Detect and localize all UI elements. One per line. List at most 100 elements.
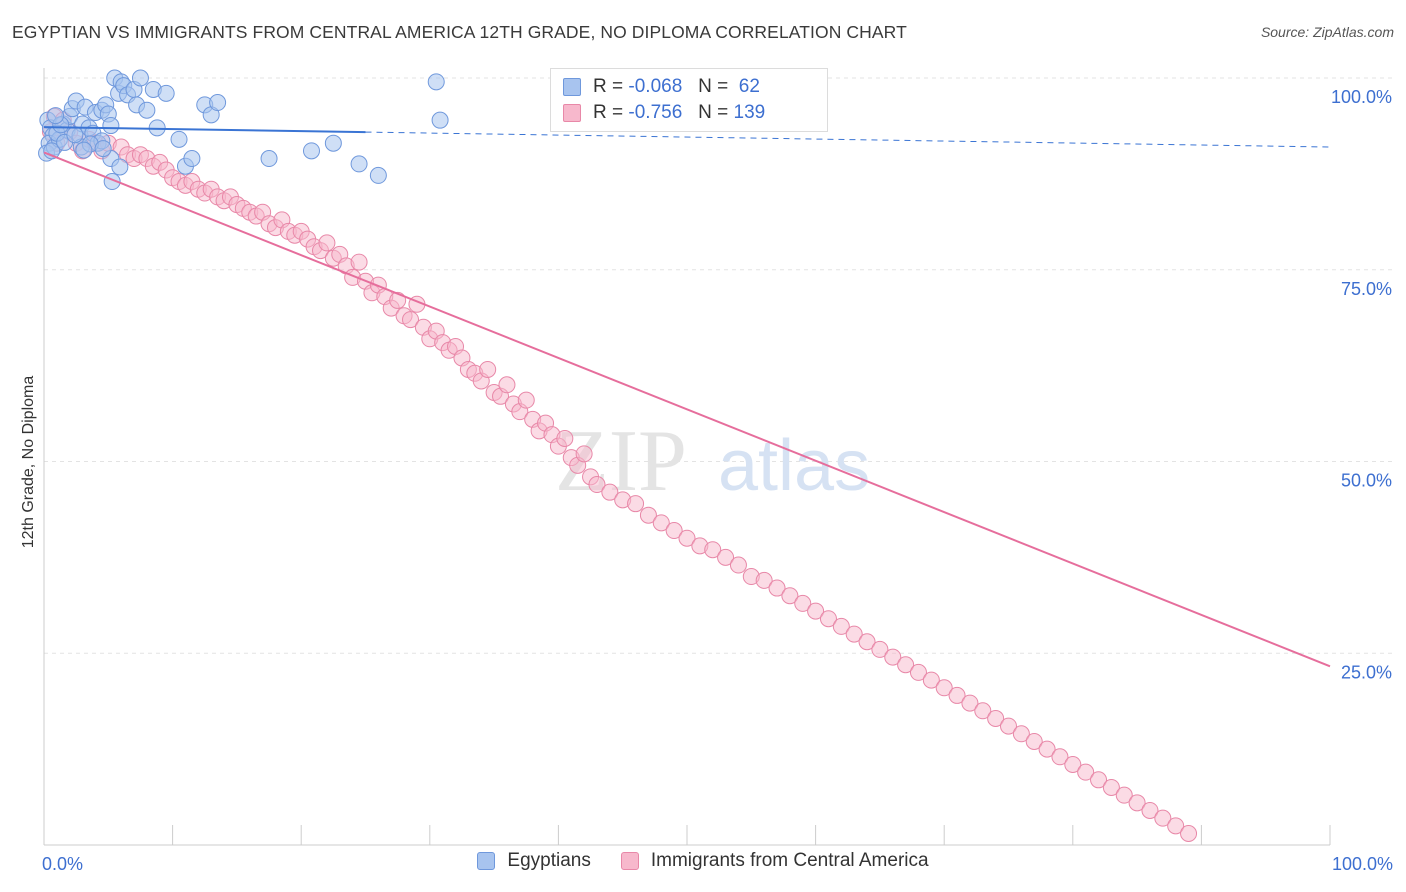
gridlines: [44, 77, 1392, 654]
data-point-central-america: [1141, 801, 1159, 819]
data-point-egyptians: [183, 150, 201, 168]
legend-n-label: N =: [698, 76, 729, 97]
legend-r-label: R =: [593, 76, 624, 97]
data-point-central-america: [402, 311, 420, 329]
data-point-egyptians: [431, 111, 449, 129]
watermark: ZIP atlas: [555, 413, 870, 510]
data-point-central-america: [755, 571, 773, 589]
data-point-central-america: [1102, 778, 1120, 796]
data-point-egyptians: [302, 142, 320, 160]
trend-line-egyptians-extension: [365, 131, 1331, 148]
legend-n-egyptians: 62: [738, 76, 760, 97]
data-point-central-america: [729, 556, 747, 574]
data-point-egyptians: [157, 84, 175, 102]
data-point-central-america: [588, 476, 606, 494]
watermark-atlas: atlas: [718, 426, 870, 506]
data-point-central-america: [704, 541, 722, 559]
data-point-egyptians: [369, 166, 387, 184]
data-point-central-america: [665, 522, 683, 540]
data-point-central-america: [845, 625, 863, 643]
x-tick-label-min: 0.0%: [42, 854, 83, 874]
data-point-egyptians: [350, 155, 368, 173]
y-tick-label: 50.0%: [1341, 471, 1392, 491]
data-point-central-america: [717, 548, 735, 566]
data-point-central-america: [987, 709, 1005, 727]
data-point-central-america: [627, 495, 645, 513]
data-point-central-america: [884, 648, 902, 666]
data-point-central-america: [1115, 786, 1133, 804]
data-point-central-america: [832, 617, 850, 635]
data-point-egyptians: [170, 130, 188, 148]
data-point-central-america: [794, 594, 812, 612]
data-point-central-america: [768, 579, 786, 597]
data-point-central-america: [871, 640, 889, 658]
data-point-central-america: [922, 671, 940, 689]
data-point-central-america: [1154, 809, 1172, 827]
data-point-egyptians: [427, 73, 445, 91]
data-point-egyptians: [324, 134, 342, 152]
legend-n-central-america: 139: [733, 102, 766, 123]
legend-r-central-america: -0.756: [628, 102, 683, 123]
y-tick-label: 75.0%: [1341, 279, 1392, 299]
trend-lines: [43, 126, 1331, 668]
data-point-central-america: [1128, 794, 1146, 812]
data-point-central-america: [1090, 771, 1108, 789]
legend-r-egyptians: -0.068: [628, 76, 683, 97]
series-central-america: [41, 107, 1198, 842]
data-point-central-america: [479, 360, 497, 378]
data-point-central-america: [575, 445, 593, 463]
data-point-central-america: [678, 529, 696, 547]
data-point-central-america: [974, 702, 992, 720]
y-tick-label: 25.0%: [1341, 662, 1392, 682]
data-point-central-america: [1167, 817, 1185, 835]
legend-swatch-central-america: [563, 104, 581, 122]
bottom-legend-central-america[interactable]: Immigrants from Central America: [620, 850, 929, 872]
data-point-central-america: [897, 656, 915, 674]
data-point-central-america: [318, 234, 336, 252]
data-point-egyptians: [131, 69, 149, 87]
data-point-central-america: [858, 633, 876, 651]
data-point-central-america: [1000, 717, 1017, 735]
axes: [43, 68, 1331, 846]
data-point-central-america: [807, 602, 825, 620]
bottom-legend: Egyptians Immigrants from Central Americ…: [0, 850, 1406, 872]
data-point-central-america: [909, 663, 927, 681]
data-point-central-america: [1012, 725, 1030, 743]
bottom-legend-swatch-egyptians: [477, 852, 496, 870]
bottom-legend-label-egyptians: Egyptians: [507, 850, 591, 871]
x-tick-label-max: 100.0%: [1332, 854, 1393, 874]
y-tick-label: 100.0%: [1331, 87, 1392, 107]
legend: R = -0.068 N = 62 R = -0.756 N = 139: [550, 68, 828, 132]
data-point-egyptians: [209, 94, 227, 112]
legend-row-egyptians: R = -0.068 N = 62: [563, 75, 760, 99]
data-point-central-america: [935, 679, 953, 697]
data-point-egyptians: [94, 140, 112, 158]
trend-line-egyptians: [43, 126, 366, 134]
data-point-egyptians: [75, 141, 93, 159]
data-point-central-america: [652, 514, 670, 532]
legend-n-label: N =: [698, 102, 729, 123]
trend-line-central-america: [43, 151, 1331, 668]
data-point-egyptians: [66, 126, 84, 144]
data-point-central-america: [556, 429, 574, 447]
data-point-central-america: [1051, 748, 1069, 766]
source-label: Source: ZipAtlas.com: [1260, 24, 1394, 40]
data-point-central-america: [1077, 763, 1095, 781]
data-point-central-america: [517, 391, 535, 409]
legend-r-label: R =: [593, 102, 624, 123]
data-point-central-america: [1180, 824, 1198, 842]
data-point-egyptians: [47, 107, 65, 125]
data-point-central-america: [1064, 755, 1082, 773]
legend-row-central-america: R = -0.756 N = 139: [563, 101, 765, 125]
data-point-central-america: [389, 291, 407, 309]
data-point-central-america: [639, 506, 657, 524]
data-point-central-america: [781, 587, 799, 605]
data-point-central-america: [948, 686, 966, 704]
data-point-egyptians: [102, 117, 120, 135]
data-point-central-america: [350, 253, 368, 271]
chart-title: EGYPTIAN VS IMMIGRANTS FROM CENTRAL AMER…: [12, 22, 907, 42]
bottom-legend-egyptians[interactable]: Egyptians: [477, 850, 591, 872]
bottom-legend-label-central-america: Immigrants from Central America: [650, 850, 929, 871]
data-point-central-america: [498, 376, 516, 394]
